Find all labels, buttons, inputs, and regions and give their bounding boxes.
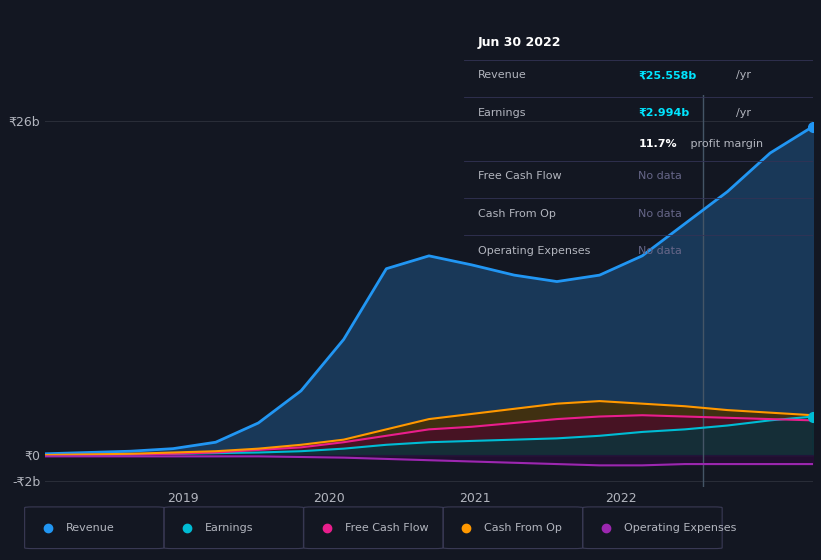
FancyBboxPatch shape bbox=[304, 507, 443, 549]
Text: Cash From Op: Cash From Op bbox=[478, 209, 556, 218]
Text: profit margin: profit margin bbox=[687, 139, 764, 150]
Text: /yr: /yr bbox=[736, 70, 751, 80]
Text: Operating Expenses: Operating Expenses bbox=[624, 522, 736, 533]
Text: ₹2.994b: ₹2.994b bbox=[639, 108, 690, 118]
Text: Operating Expenses: Operating Expenses bbox=[478, 246, 590, 256]
Text: /yr: /yr bbox=[736, 108, 751, 118]
Text: Revenue: Revenue bbox=[478, 70, 526, 80]
Text: Earnings: Earnings bbox=[205, 522, 254, 533]
FancyBboxPatch shape bbox=[583, 507, 722, 549]
Text: Jun 30 2022: Jun 30 2022 bbox=[478, 36, 562, 49]
FancyBboxPatch shape bbox=[443, 507, 583, 549]
FancyBboxPatch shape bbox=[164, 507, 304, 549]
Text: Free Cash Flow: Free Cash Flow bbox=[345, 522, 429, 533]
Text: Cash From Op: Cash From Op bbox=[484, 522, 562, 533]
Text: No data: No data bbox=[639, 171, 682, 181]
Text: No data: No data bbox=[639, 246, 682, 256]
FancyBboxPatch shape bbox=[25, 507, 164, 549]
Text: Revenue: Revenue bbox=[66, 522, 114, 533]
Text: No data: No data bbox=[639, 209, 682, 218]
Text: 11.7%: 11.7% bbox=[639, 139, 677, 150]
Text: ₹25.558b: ₹25.558b bbox=[639, 70, 696, 80]
Text: Free Cash Flow: Free Cash Flow bbox=[478, 171, 562, 181]
Text: Earnings: Earnings bbox=[478, 108, 526, 118]
